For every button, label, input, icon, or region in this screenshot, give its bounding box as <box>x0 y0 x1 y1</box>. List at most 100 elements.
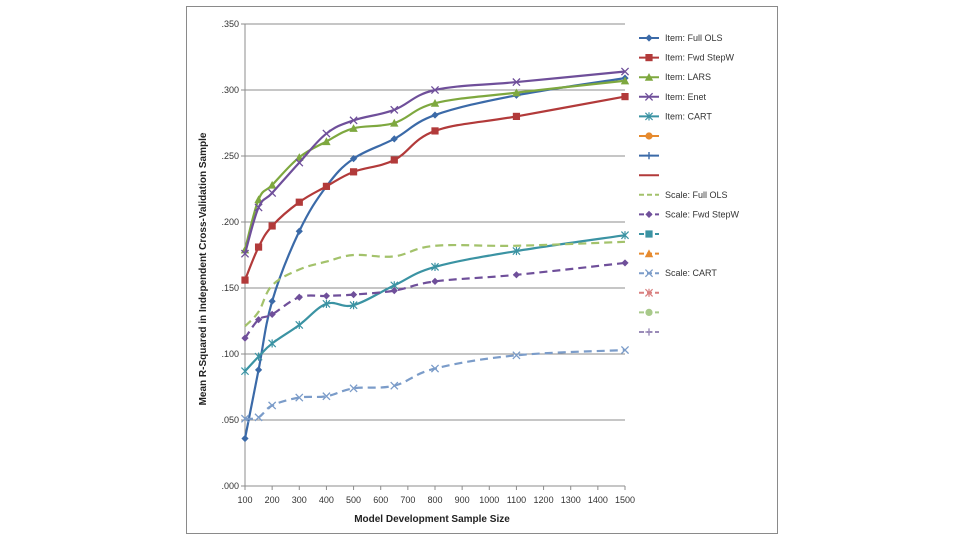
y-tick-label: .100 <box>221 349 239 359</box>
data-point-item-lars <box>267 180 277 189</box>
data-point-scale-cart <box>349 384 358 393</box>
data-point-item-full-ols <box>295 227 303 235</box>
x-tick-label: 1000 <box>479 495 499 505</box>
data-point-scale-cart <box>295 393 304 402</box>
data-point-scale-fwd-stepw <box>295 293 303 301</box>
y-axis-title: Mean R-Squared in Independent Cross-Vali… <box>198 132 209 405</box>
data-point-item-fwd-stepw <box>295 198 303 206</box>
legend-label-scale-fwd-stepw: Scale: Fwd StepW <box>665 209 740 219</box>
data-point-scale-cart <box>512 351 521 360</box>
x-tick-label: 700 <box>400 495 415 505</box>
data-point-item-cart <box>322 299 331 308</box>
data-point-item-lars <box>512 88 521 97</box>
data-point-scale-fwd-stepw <box>431 277 439 285</box>
legend-marker-item-enet <box>644 92 654 101</box>
series-line-item-enet <box>243 70 626 254</box>
data-point-scale-fwd-stepw <box>390 287 398 295</box>
legend-marker-entry-5 <box>645 132 653 140</box>
data-point-item-fwd-stepw <box>349 168 358 176</box>
data-point-item-fwd-stepw <box>512 112 521 120</box>
series-line-item-lars <box>243 79 626 251</box>
series-line-item-cart <box>244 234 626 372</box>
legend-marker-item-fwd-stepw <box>645 54 653 62</box>
data-point-item-cart <box>295 320 304 330</box>
data-point-scale-fwd-stepw <box>254 316 263 324</box>
data-point-item-fwd-stepw <box>254 243 263 251</box>
x-tick-label: 1100 <box>507 495 526 505</box>
data-point-item-fwd-stepw <box>241 276 249 284</box>
legend-marker-entry-6 <box>645 152 653 160</box>
data-point-scale-cart <box>322 392 331 401</box>
data-point-item-fwd-stepw <box>621 93 629 101</box>
series-line-item-fwd-stepw <box>243 95 626 281</box>
x-tick-label: 400 <box>319 495 334 505</box>
data-point-scale-cart <box>620 345 630 355</box>
data-point-item-cart <box>620 231 630 240</box>
data-point-item-enet <box>512 78 521 87</box>
data-point-scale-fwd-stepw <box>512 271 521 279</box>
legend-label-item-lars: Item: LARS <box>665 72 711 82</box>
data-point-item-cart <box>512 246 521 256</box>
x-tick-label: 1500 <box>615 495 635 505</box>
data-point-scale-fwd-stepw <box>349 291 358 299</box>
data-point-scale-cart <box>430 364 440 373</box>
data-point-item-lars <box>322 137 331 146</box>
data-point-item-enet <box>349 116 358 125</box>
legend-marker-scale-fwd-stepw <box>645 210 653 218</box>
x-tick-label: 1300 <box>561 495 581 505</box>
data-point-item-full-ols <box>268 297 276 305</box>
x-axis-title: Model Development Sample Size <box>354 514 510 525</box>
data-point-item-lars <box>254 195 263 204</box>
data-point-scale-cart <box>240 414 250 423</box>
data-point-scale-fwd-stepw <box>268 310 276 318</box>
data-point-item-enet <box>430 85 440 95</box>
data-point-scale-fwd-stepw <box>322 292 331 300</box>
series-line-scale-fwd-stepw <box>244 261 626 339</box>
data-point-item-cart <box>254 352 263 361</box>
x-tick-label: 100 <box>237 495 252 505</box>
legend-label-scale-cart: Scale: CART <box>665 268 717 278</box>
legend-label-item-fwd-stepw: Item: Fwd StepW <box>665 53 735 63</box>
data-point-item-fwd-stepw <box>322 182 331 190</box>
data-point-item-cart <box>349 301 358 310</box>
legend-marker-entry-14 <box>645 308 653 316</box>
data-point-scale-cart <box>254 413 263 422</box>
y-tick-label: .150 <box>221 283 239 293</box>
legend-marker-entry-13 <box>644 288 654 297</box>
data-point-item-fwd-stepw <box>268 222 276 230</box>
data-point-scale-fwd-stepw <box>241 334 249 342</box>
legend-label-item-cart: Item: CART <box>665 111 712 121</box>
data-point-item-lars <box>390 118 399 127</box>
chart-svg: .000 .050 .100 .150 .200 .250 .300 .350 100 200 30… <box>198 19 740 525</box>
data-point-scale-cart <box>390 381 399 390</box>
y-tick-label: .200 <box>221 217 239 227</box>
legend-marker-entry-15 <box>645 328 653 336</box>
series-line-scale-cart <box>244 348 626 420</box>
data-point-item-enet <box>295 158 304 167</box>
data-point-item-enet <box>254 203 263 212</box>
data-point-item-cart <box>240 367 250 376</box>
x-tick-label: 800 <box>427 495 442 505</box>
legend-label-item-full-ols: Item: Full OLS <box>665 33 723 43</box>
legend-label-item-enet: Item: Enet <box>665 92 707 102</box>
data-point-item-enet <box>240 249 250 258</box>
series-line-scale-full-ols <box>244 240 626 328</box>
y-tick-label: .000 <box>221 481 239 491</box>
data-point-item-cart <box>268 339 277 348</box>
data-point-item-enet <box>322 129 331 138</box>
legend-marker-item-cart <box>644 112 654 121</box>
legend-marker-scale-cart <box>644 269 654 278</box>
data-point-item-full-ols <box>241 434 249 443</box>
data-point-item-full-ols <box>390 135 398 143</box>
legend-marker-entry-11 <box>644 249 654 258</box>
y-tick-label: .300 <box>221 85 239 95</box>
data-point-scale-cart <box>268 401 277 410</box>
x-tick-label: 600 <box>373 495 388 505</box>
x-tick-label: 200 <box>265 495 280 505</box>
data-point-item-lars <box>430 99 440 107</box>
legend-label-scale-full-ols: Scale: Full OLS <box>665 190 728 200</box>
series-line-item-full-ols <box>243 77 626 439</box>
data-point-item-fwd-stepw <box>431 127 439 135</box>
y-tick-label: .350 <box>221 19 239 29</box>
y-tick-label: .050 <box>221 415 239 425</box>
